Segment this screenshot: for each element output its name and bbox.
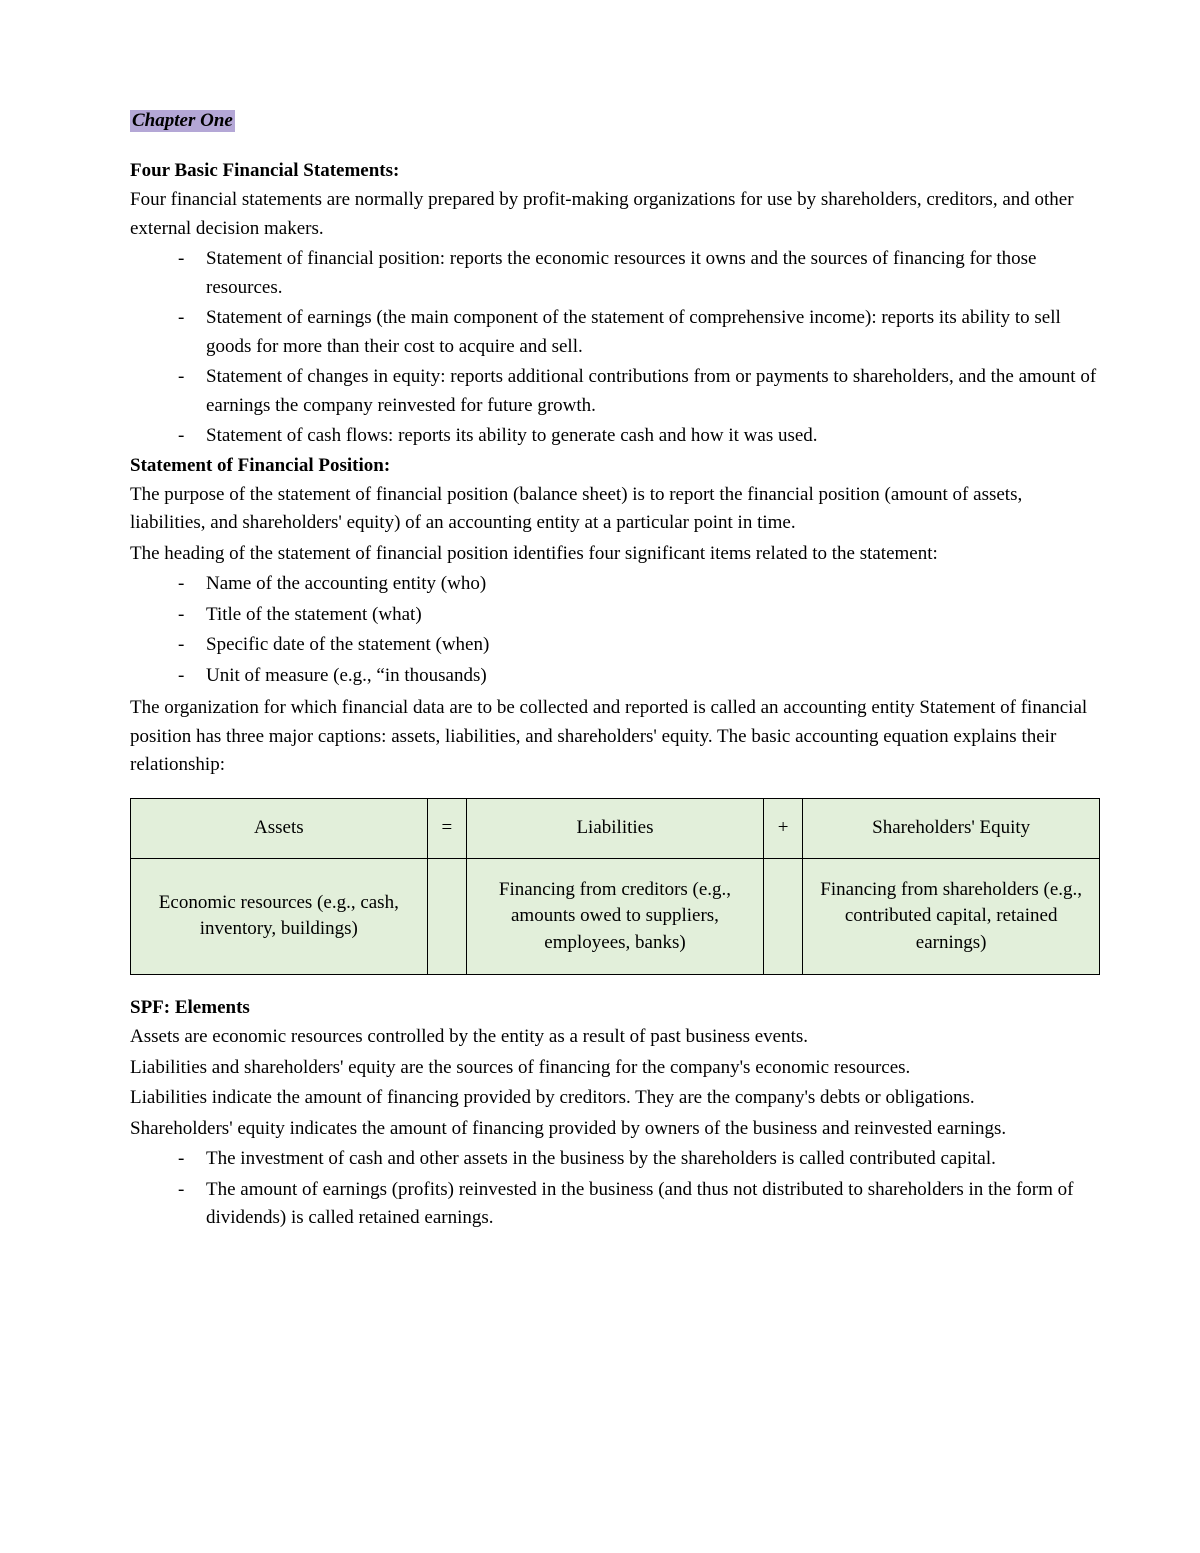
list-item: Unit of measure (e.g., “in thousands) (178, 662, 1100, 691)
cell-assets-head: Assets (131, 798, 428, 858)
section2-p1: The purpose of the statement of financia… (130, 481, 1100, 538)
list-item: Statement of earnings (the main componen… (178, 304, 1100, 361)
section3-p1: Assets are economic resources controlled… (130, 1023, 1100, 1052)
cell-liab-head: Liabilities (467, 798, 764, 858)
section3-p4: Shareholders' equity indicates the amoun… (130, 1115, 1100, 1144)
section2-list: Name of the accounting entity (who) Titl… (130, 570, 1100, 690)
section3-p2: Liabilities and shareholders' equity are… (130, 1054, 1100, 1083)
cell-equity-head: Shareholders' Equity (803, 798, 1100, 858)
list-item: Statement of changes in equity: reports … (178, 363, 1100, 420)
section1-list: Statement of financial position: reports… (130, 245, 1100, 451)
list-item: Specific date of the statement (when) (178, 631, 1100, 660)
cell-assets-body: Economic resources (e.g., cash, inventor… (131, 858, 428, 975)
section1-intro: Four financial statements are normally p… (130, 186, 1100, 243)
cell-plus: + (763, 798, 803, 858)
list-item: Statement of cash flows: reports its abi… (178, 422, 1100, 451)
section3-list: The investment of cash and other assets … (130, 1145, 1100, 1233)
list-item: Title of the statement (what) (178, 601, 1100, 630)
section3-p3: Liabilities indicate the amount of finan… (130, 1084, 1100, 1113)
table-row: Economic resources (e.g., cash, inventor… (131, 858, 1100, 975)
cell-op-empty (427, 858, 467, 975)
document-page: Chapter One Four Basic Financial Stateme… (0, 0, 1200, 1553)
table-row: Assets = Liabilities + Shareholders' Equ… (131, 798, 1100, 858)
section2-p2: The heading of the statement of financia… (130, 540, 1100, 569)
list-item: Statement of financial position: reports… (178, 245, 1100, 302)
accounting-equation-table: Assets = Liabilities + Shareholders' Equ… (130, 798, 1100, 976)
chapter-label: Chapter One (130, 110, 235, 132)
cell-liab-body: Financing from creditors (e.g., amounts … (467, 858, 764, 975)
section2-p3: The organization for which financial dat… (130, 694, 1100, 780)
cell-op-empty (763, 858, 803, 975)
section1-heading: Four Basic Financial Statements: (130, 160, 1100, 182)
list-item: Name of the accounting entity (who) (178, 570, 1100, 599)
section2-heading: Statement of Financial Position: (130, 455, 1100, 477)
list-item: The amount of earnings (profits) reinves… (178, 1176, 1100, 1233)
section3-heading: SPF: Elements (130, 997, 1100, 1019)
list-item: The investment of cash and other assets … (178, 1145, 1100, 1174)
cell-equity-body: Financing from shareholders (e.g., contr… (803, 858, 1100, 975)
cell-equals: = (427, 798, 467, 858)
